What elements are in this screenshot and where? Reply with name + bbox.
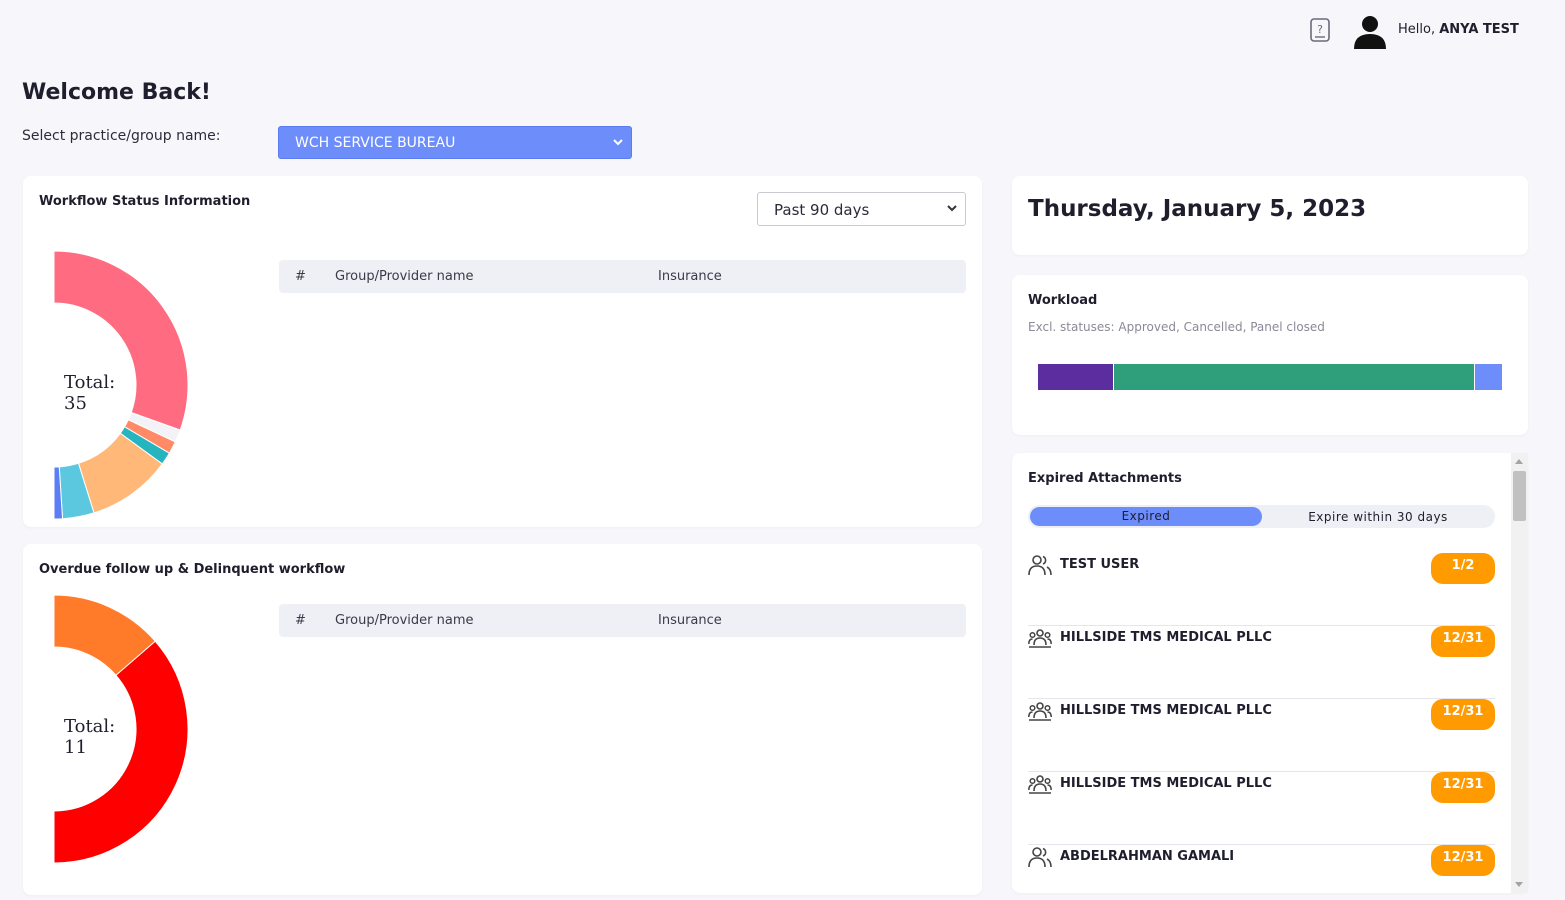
attachment-owner-name: HILLSIDE TMS MEDICAL PLLC [1060,630,1272,645]
attachment-list-item[interactable]: HILLSIDE TMS MEDICAL PLLC 12/31 [1028,772,1495,845]
workload-subtitle: Excl. statuses: Approved, Cancelled, Pan… [1028,320,1325,334]
user-icon [1028,554,1052,576]
tab-expire-within-30-days[interactable]: Expire within 30 days [1308,510,1448,524]
attachment-list-item[interactable]: HILLSIDE TMS MEDICAL PLLC 12/31 [1028,699,1495,772]
overdue-total: Total: 11 [64,716,115,758]
workflow-status-donut-chart [53,250,189,520]
date-card: Thursday, January 5, 2023 [1012,176,1528,255]
top-bar: ? Hello, ANYA TEST [0,0,1565,62]
current-date: Thursday, January 5, 2023 [1028,196,1367,222]
group-icon [1028,700,1052,722]
workflow-total: Total: 35 [64,372,115,414]
workload-title: Workload [1028,293,1098,308]
attachment-tabs: Expired Expire within 30 days [1028,505,1495,528]
svg-text:?: ? [1317,23,1323,36]
chevron-down-icon [613,139,623,146]
group-icon [1028,773,1052,795]
column-insurance: Insurance [658,269,722,284]
overdue-total-value: 11 [64,737,87,758]
expired-attachments-title: Expired Attachments [1028,471,1182,486]
scroll-up-arrow[interactable] [1515,459,1523,464]
workload-segment[interactable] [1474,364,1502,390]
practice-select-value: WCH SERVICE BUREAU [295,135,456,151]
column-group-provider: Group/Provider name [335,269,474,284]
attachment-list-item[interactable]: ABDELRAHMAN GAMALI 12/31 [1028,845,1495,893]
workload-card: Workload Excl. statuses: Approved, Cance… [1012,275,1528,435]
practice-select[interactable]: WCH SERVICE BUREAU [278,126,632,159]
expiry-date-badge: 12/31 [1431,699,1495,730]
group-icon [1028,627,1052,649]
chevron-down-icon [947,205,957,212]
column-insurance: Insurance [658,613,722,628]
expiry-date-badge: 12/31 [1431,845,1495,876]
greeting-prefix: Hello, [1398,22,1436,37]
column-number: # [295,269,306,284]
workflow-table-header: # Group/Provider name Insurance [279,260,966,293]
overdue-title: Overdue follow up & Delinquent workflow [39,562,346,577]
user-icon [1028,846,1052,868]
workflow-total-label: Total: [64,372,116,393]
expiry-date-badge: 12/31 [1431,772,1495,803]
expiry-date-badge: 1/2 [1431,553,1495,584]
workload-stacked-bar [1038,364,1502,390]
user-greeting[interactable]: Hello, ANYA TEST [1398,22,1519,37]
expiry-date-badge: 12/31 [1431,626,1495,657]
attachment-list-item[interactable]: TEST USER 1/2 [1028,553,1495,626]
attachment-owner-name: HILLSIDE TMS MEDICAL PLLC [1060,703,1272,718]
workload-segment[interactable] [1038,364,1114,390]
attachment-list-item[interactable]: HILLSIDE TMS MEDICAL PLLC 12/31 [1028,626,1495,699]
user-name: ANYA TEST [1439,22,1519,37]
workflow-status-card: Workflow Status Information Past 90 days… [23,176,982,527]
help-document-icon[interactable]: ? [1309,18,1331,42]
overdue-card: Overdue follow up & Delinquent workflow … [23,544,982,895]
donut-segment[interactable] [53,466,64,520]
donut-segment[interactable] [53,250,189,431]
workflow-status-title: Workflow Status Information [39,194,251,209]
attachment-owner-name: ABDELRAHMAN GAMALI [1060,849,1235,864]
attachment-owner-name: TEST USER [1060,557,1140,572]
scroll-down-arrow[interactable] [1515,882,1523,887]
page-title: Welcome Back! [22,80,211,105]
tab-expired[interactable]: Expired [1030,507,1262,526]
overdue-donut-chart [53,594,189,864]
user-avatar-icon[interactable] [1352,13,1388,49]
date-range-select[interactable]: Past 90 days [757,192,966,226]
practice-select-label: Select practice/group name: [22,128,221,144]
column-number: # [295,613,306,628]
date-range-value: Past 90 days [774,201,870,219]
expired-attachments-card: Expired Attachments Expired Expire withi… [1012,453,1528,893]
attachment-owner-name: HILLSIDE TMS MEDICAL PLLC [1060,776,1272,791]
scroll-thumb[interactable] [1513,471,1526,521]
attachments-scrollbar[interactable] [1511,453,1528,893]
workflow-total-value: 35 [64,393,87,414]
donut-segment[interactable] [53,640,189,864]
workload-segment[interactable] [1113,364,1475,390]
overdue-table-header: # Group/Provider name Insurance [279,604,966,637]
column-group-provider: Group/Provider name [335,613,474,628]
overdue-total-label: Total: [64,716,116,737]
